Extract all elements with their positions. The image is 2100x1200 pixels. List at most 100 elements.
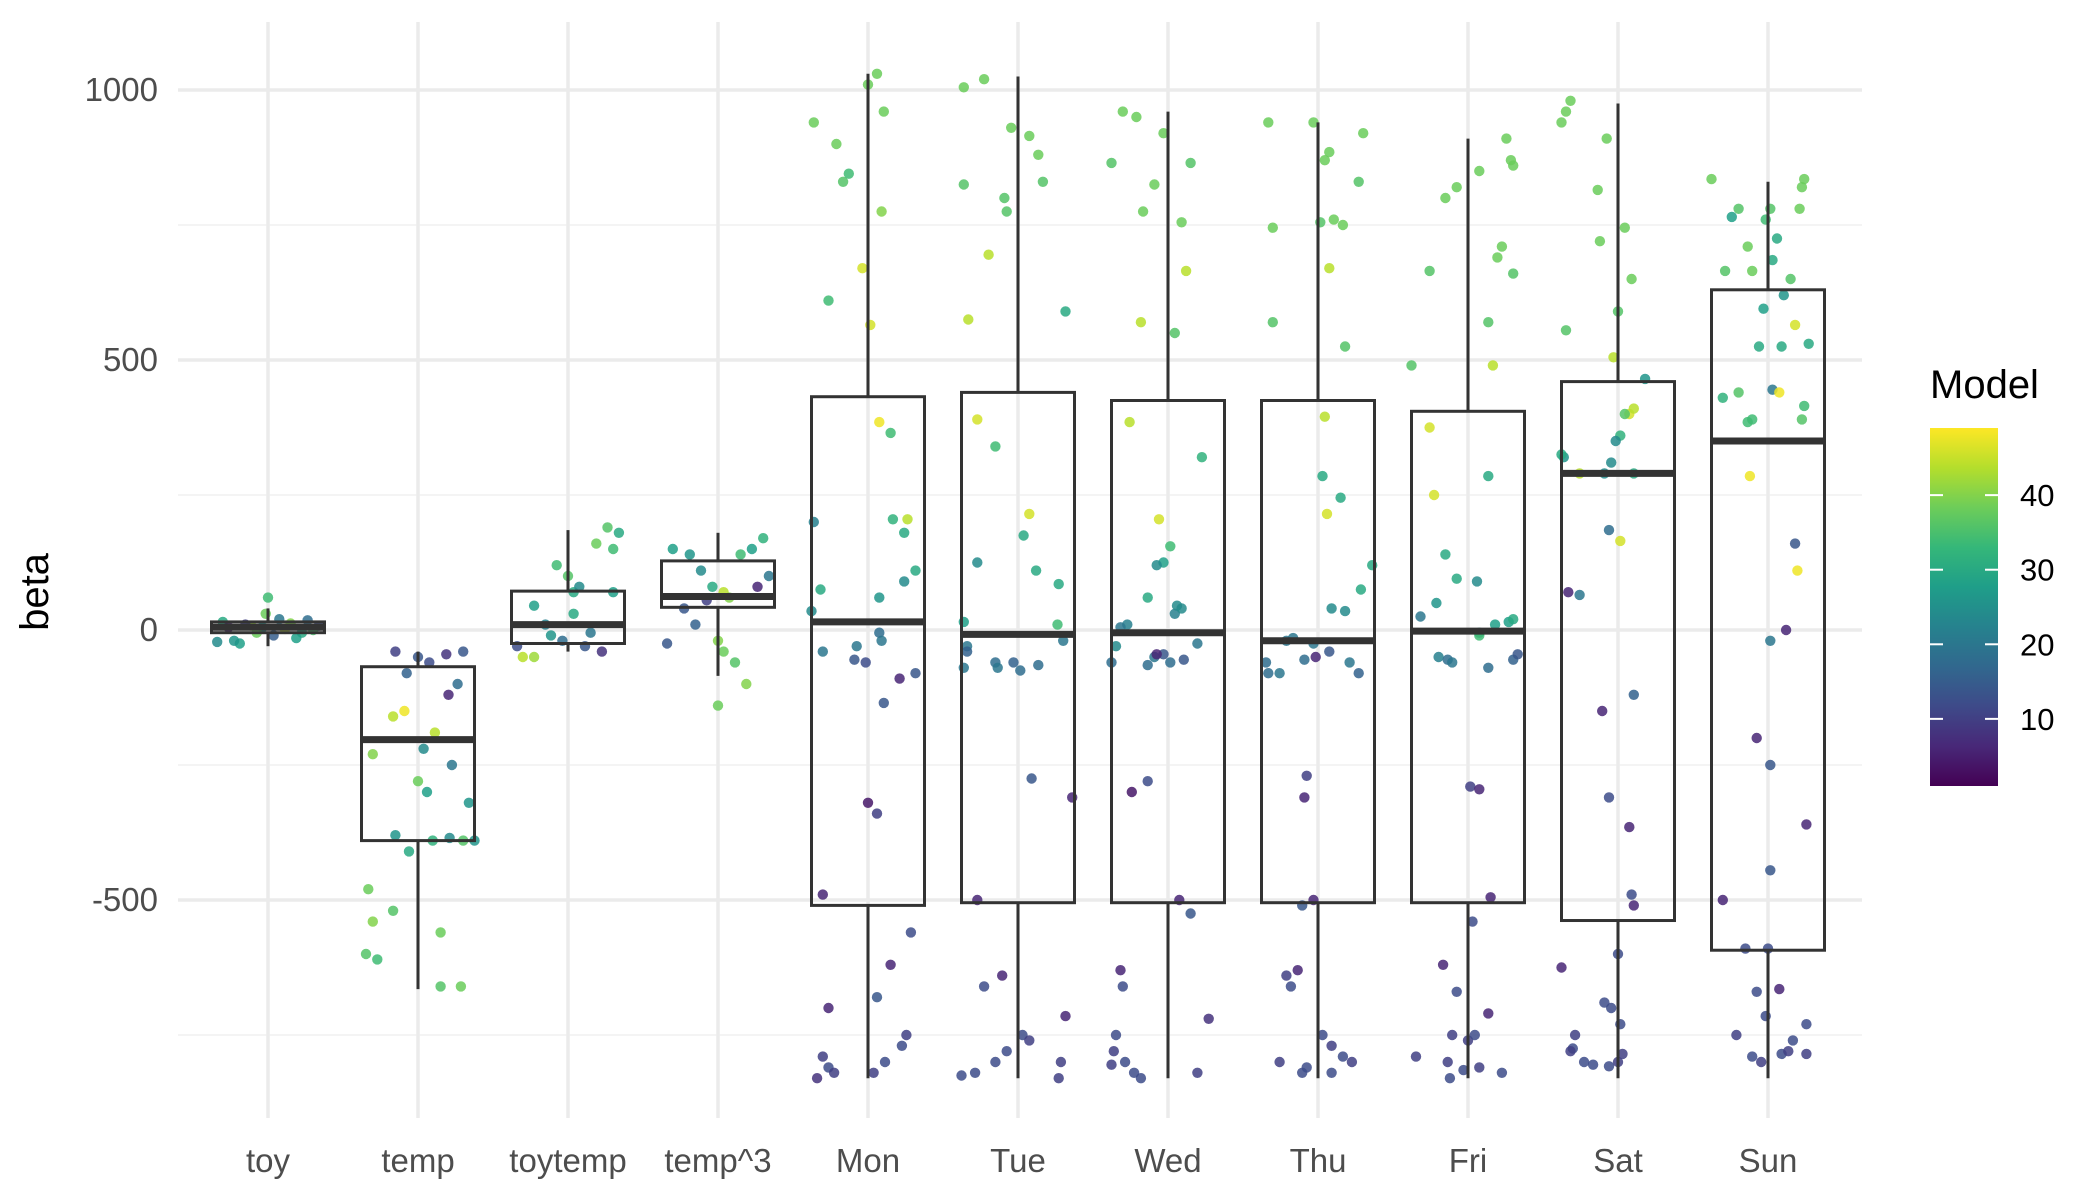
x-tick-label: Tue — [990, 1142, 1046, 1179]
data-point — [228, 635, 240, 646]
data-point — [212, 636, 223, 648]
data-point — [1033, 149, 1044, 160]
data-point — [1124, 416, 1135, 428]
data-point — [876, 206, 887, 217]
data-point — [1353, 176, 1364, 187]
legend-colorbar — [1930, 428, 1998, 786]
data-point — [823, 1002, 834, 1014]
data-point — [1267, 222, 1279, 233]
data-point — [851, 641, 862, 652]
data-point — [1151, 649, 1162, 660]
data-point — [1451, 986, 1462, 997]
x-tick-label: temp — [381, 1142, 454, 1179]
data-point — [758, 533, 769, 544]
data-point — [712, 700, 724, 711]
data-point — [1001, 206, 1012, 217]
data-point — [1451, 573, 1462, 584]
data-point — [1771, 233, 1783, 244]
data-point — [1299, 654, 1310, 665]
data-point — [1512, 649, 1523, 660]
data-point — [910, 668, 921, 679]
data-point — [401, 668, 412, 679]
data-point — [551, 560, 562, 571]
data-point — [1424, 265, 1435, 277]
legend-ticks: 10 20 30 40 — [1930, 478, 2054, 737]
data-point — [1052, 619, 1063, 630]
data-point — [1058, 635, 1069, 646]
legend-tick-label: 40 — [2020, 478, 2054, 513]
data-point — [1733, 387, 1744, 398]
data-point — [602, 522, 613, 533]
box-Mon — [810, 73, 926, 1079]
data-point — [1310, 651, 1321, 663]
data-point — [1406, 360, 1417, 371]
data-point — [1508, 614, 1519, 625]
data-point — [972, 414, 983, 425]
data-point — [1471, 576, 1483, 587]
data-point — [885, 427, 896, 439]
x-tick-label: Fri — [1449, 1142, 1487, 1179]
data-point — [1508, 160, 1519, 171]
data-point — [1442, 1056, 1453, 1068]
data-point — [843, 168, 854, 179]
data-point — [1006, 122, 1017, 133]
data-point — [1606, 457, 1617, 468]
data-point — [399, 705, 410, 717]
data-point — [591, 538, 602, 549]
data-point — [1299, 792, 1310, 803]
data-point — [528, 651, 540, 663]
data-point — [1431, 597, 1442, 609]
data-point — [1142, 659, 1153, 671]
data-point — [905, 927, 917, 938]
box-temp^3 — [660, 532, 776, 676]
data-point — [1060, 306, 1071, 317]
data-point — [1260, 657, 1272, 668]
data-point — [390, 830, 401, 841]
data-point — [568, 608, 579, 619]
data-point — [1126, 786, 1138, 798]
data-point — [1794, 203, 1805, 214]
data-point — [262, 592, 274, 603]
data-point — [1796, 414, 1808, 425]
data-point — [667, 543, 678, 555]
data-point — [1180, 265, 1192, 277]
data-point — [1603, 524, 1615, 536]
data-point — [1321, 508, 1333, 520]
data-point — [1767, 254, 1778, 266]
data-point — [969, 1067, 981, 1079]
data-point — [1587, 1059, 1599, 1070]
data-point — [1328, 214, 1340, 225]
data-point — [1346, 1056, 1358, 1068]
data-point — [871, 992, 883, 1003]
data-point — [1424, 422, 1435, 433]
data-point — [363, 884, 374, 895]
data-point — [808, 117, 819, 128]
data-point — [1619, 222, 1631, 233]
x-axis: toy temp toytemp temp^3 Mon Tue Wed Thu Fri Sat Su… — [246, 1142, 1797, 1179]
data-point — [421, 786, 433, 798]
data-point — [1339, 341, 1351, 352]
data-point — [1803, 338, 1814, 349]
x-tick-label: Thu — [1290, 1142, 1347, 1179]
box-iqr — [810, 395, 926, 907]
data-point — [1326, 603, 1337, 614]
data-point — [899, 527, 910, 538]
data-point — [1008, 657, 1019, 668]
box-Wed — [1110, 111, 1226, 1079]
data-point — [1617, 1048, 1628, 1060]
data-point — [958, 179, 969, 190]
data-point — [1415, 611, 1426, 622]
data-point — [1783, 1046, 1794, 1057]
data-point — [1765, 635, 1776, 646]
data-point — [1001, 1046, 1012, 1057]
data-point — [1565, 1046, 1576, 1057]
data-point — [1447, 657, 1458, 668]
data-point — [1358, 128, 1369, 139]
data-point — [1801, 1048, 1812, 1060]
data-point — [291, 632, 302, 644]
data-point — [1801, 819, 1812, 830]
data-point — [1055, 1056, 1067, 1068]
data-point — [1483, 1008, 1494, 1019]
data-point — [1787, 1035, 1799, 1046]
data-point — [443, 689, 454, 700]
